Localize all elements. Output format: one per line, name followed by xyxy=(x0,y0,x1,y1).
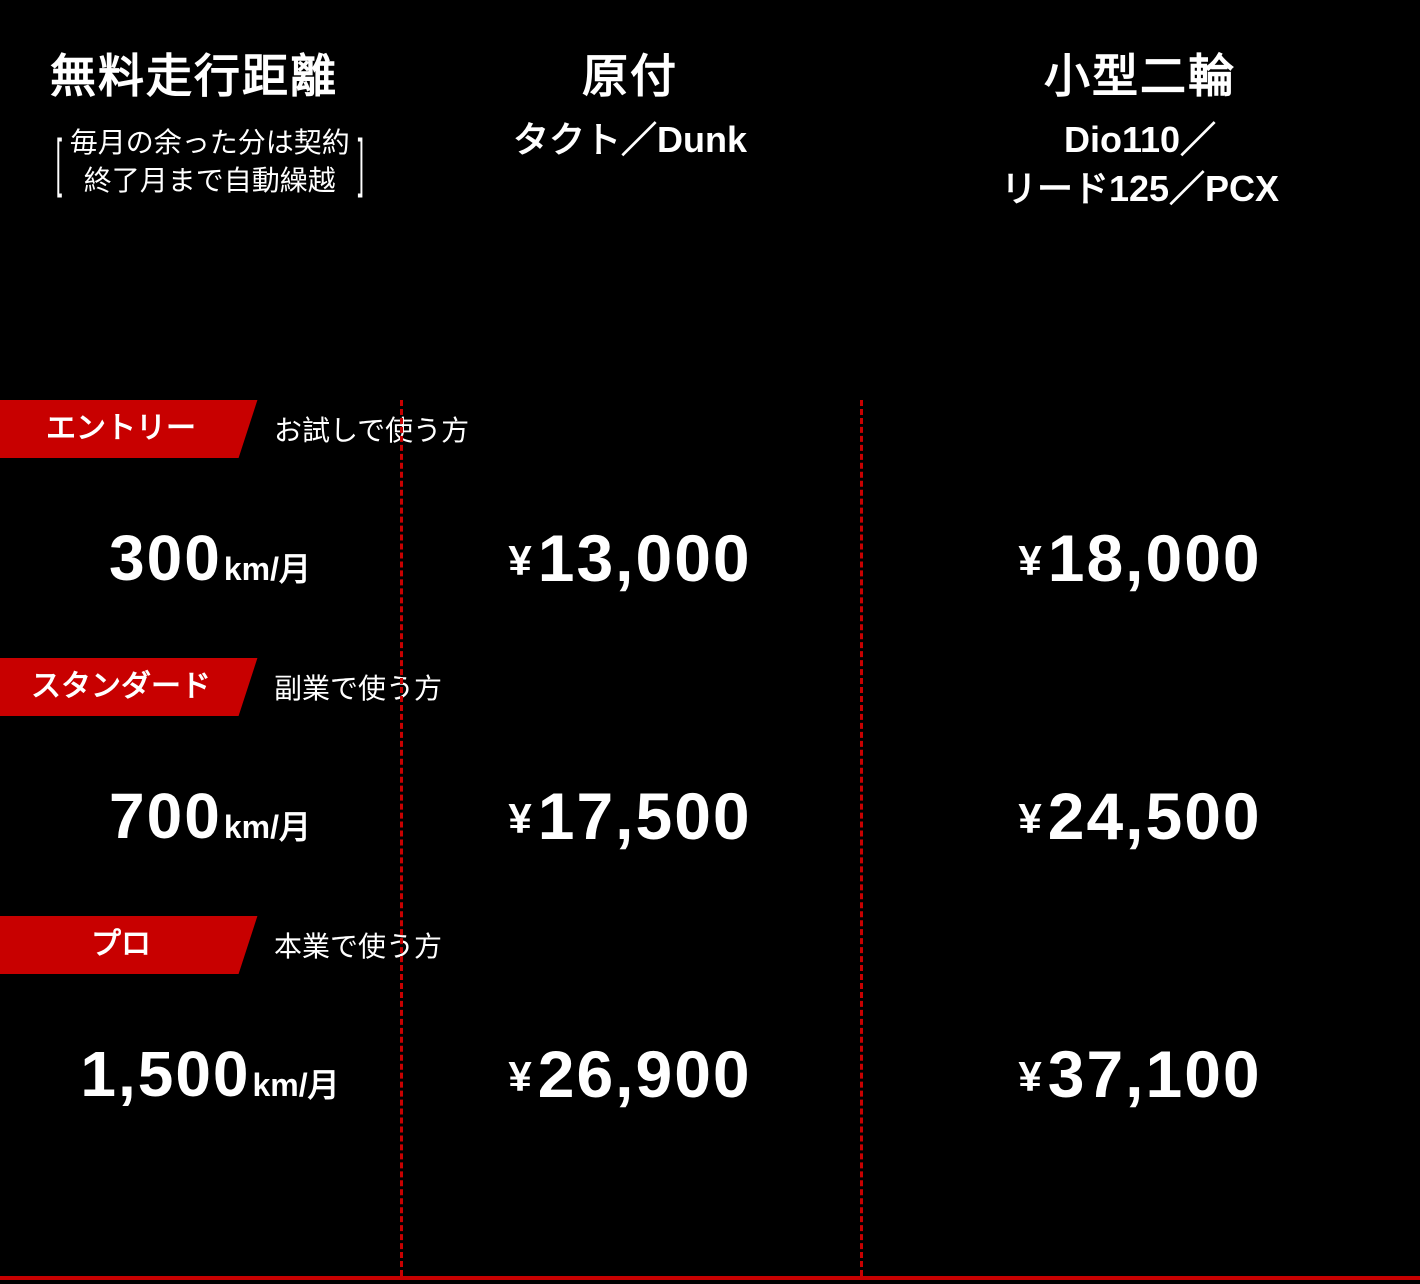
plan-desc: 副業で使う方 xyxy=(274,667,442,707)
pricing-table: 無料走行距離 [ 毎月の余った分は契約 終了月まで自動繰越 ] 原付 タクト／D… xyxy=(0,0,1420,1284)
header-distance-title: 無料走行距離 xyxy=(50,40,400,106)
plan-row-standard: スタンダード 副業で使う方 700km/月 ¥17,500 ¥24,500 xyxy=(0,658,1420,916)
distance-cell: 1,500km/月 xyxy=(20,1037,400,1111)
price-moped-cell: ¥17,500 xyxy=(400,778,860,854)
header-small-sub: Dio110／ リード125／PCX xyxy=(860,116,1420,213)
table-header-row: 無料走行距離 [ 毎月の余った分は契約 終了月まで自動繰越 ] 原付 タクト／D… xyxy=(0,0,1420,260)
plan-row-body: 700km/月 ¥17,500 ¥24,500 xyxy=(0,716,1420,916)
price-moped-cell: ¥26,900 xyxy=(400,1036,860,1112)
distance-unit: km/月 xyxy=(224,551,311,587)
header-moped-col: 原付 タクト／Dunk xyxy=(400,40,860,260)
price-small: 18,000 xyxy=(1048,521,1262,595)
column-divider-2 xyxy=(860,400,863,1276)
header-small-sub-line1: Dio110／ xyxy=(1064,119,1216,160)
table-body: エントリー お試しで使う方 300km/月 ¥13,000 ¥18,000 xyxy=(0,400,1420,1174)
yen-icon: ¥ xyxy=(508,1053,531,1100)
distance-unit: km/月 xyxy=(224,809,311,845)
plan-badge: プロ xyxy=(0,916,257,974)
yen-icon: ¥ xyxy=(508,795,531,842)
price-small-cell: ¥24,500 xyxy=(860,778,1420,854)
bottom-accent-line xyxy=(0,1276,1420,1280)
distance-value: 300 xyxy=(109,522,222,594)
plan-badge-label: エントリー xyxy=(46,400,196,458)
price-moped-cell: ¥13,000 xyxy=(400,520,860,596)
plan-row-header: スタンダード 副業で使う方 xyxy=(0,658,1420,716)
yen-icon: ¥ xyxy=(1018,795,1041,842)
yen-icon: ¥ xyxy=(1018,537,1041,584)
price-small-cell: ¥18,000 xyxy=(860,520,1420,596)
column-divider-1 xyxy=(400,400,403,1276)
header-moped-sub: タクト／Dunk xyxy=(400,116,860,165)
price-small: 24,500 xyxy=(1048,779,1262,853)
plan-row-header: プロ 本業で使う方 xyxy=(0,916,1420,974)
left-bracket-icon: [ xyxy=(56,146,62,178)
header-distance-col: 無料走行距離 [ 毎月の余った分は契約 終了月まで自動繰越 ] xyxy=(20,40,400,260)
header-distance-note-line1: 毎月の余った分は契約 xyxy=(70,127,350,158)
header-moped-title: 原付 xyxy=(400,40,860,106)
plan-row-header: エントリー お試しで使う方 xyxy=(0,400,1420,458)
plan-row-entry: エントリー お試しで使う方 300km/月 ¥13,000 ¥18,000 xyxy=(0,400,1420,658)
price-small: 37,100 xyxy=(1048,1037,1262,1111)
price-moped: 13,000 xyxy=(538,521,752,595)
header-distance-note-wrap: [ 毎月の余った分は契約 終了月まで自動繰越 ] xyxy=(50,124,370,200)
plan-row-pro: プロ 本業で使う方 1,500km/月 ¥26,900 ¥37,100 xyxy=(0,916,1420,1174)
right-bracket-icon: ] xyxy=(358,146,364,178)
plan-badge-label: プロ xyxy=(91,916,151,974)
distance-unit: km/月 xyxy=(253,1067,340,1103)
distance-cell: 300km/月 xyxy=(20,521,400,595)
plan-badge: エントリー xyxy=(0,400,257,458)
price-moped: 17,500 xyxy=(538,779,752,853)
plan-desc: 本業で使う方 xyxy=(274,925,442,965)
plan-row-body: 1,500km/月 ¥26,900 ¥37,100 xyxy=(0,974,1420,1174)
header-small-sub-line2: リード125／PCX xyxy=(1001,168,1279,209)
header-distance-note-line2: 終了月まで自動繰越 xyxy=(84,165,336,196)
header-small-title: 小型二輪 xyxy=(860,40,1420,106)
distance-value: 700 xyxy=(109,780,222,852)
plan-row-body: 300km/月 ¥13,000 ¥18,000 xyxy=(0,458,1420,658)
plan-badge: スタンダード xyxy=(0,658,257,716)
price-moped: 26,900 xyxy=(538,1037,752,1111)
yen-icon: ¥ xyxy=(1018,1053,1041,1100)
plan-badge-label: スタンダード xyxy=(31,658,211,716)
header-small-col: 小型二輪 Dio110／ リード125／PCX xyxy=(860,40,1420,260)
distance-cell: 700km/月 xyxy=(20,779,400,853)
price-small-cell: ¥37,100 xyxy=(860,1036,1420,1112)
header-distance-note: 毎月の余った分は契約 終了月まで自動繰越 xyxy=(68,124,352,200)
yen-icon: ¥ xyxy=(508,537,531,584)
plan-desc: お試しで使う方 xyxy=(274,409,469,449)
distance-value: 1,500 xyxy=(80,1038,250,1110)
